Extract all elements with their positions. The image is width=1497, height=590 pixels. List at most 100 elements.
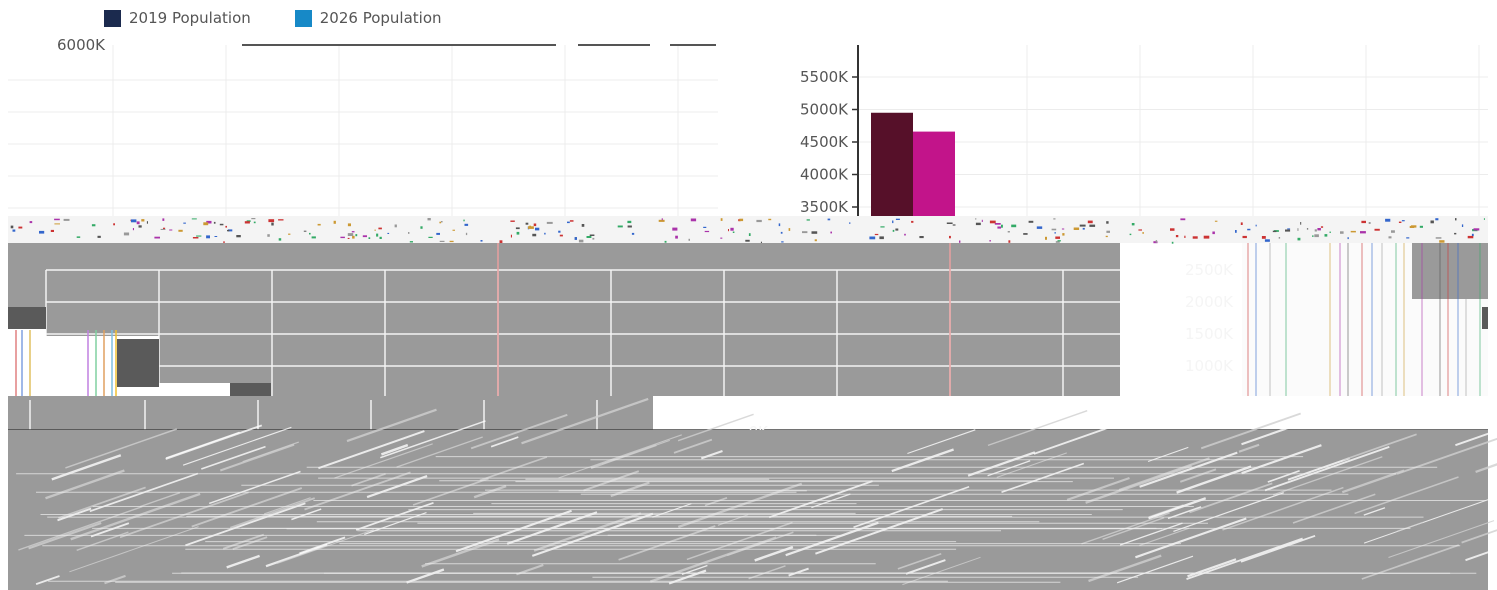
artifact-speck xyxy=(12,229,16,232)
artifact-speck xyxy=(1008,240,1011,243)
garbled-label-stroke xyxy=(208,470,301,505)
y-tick-label: 5000K xyxy=(800,101,849,119)
artifact-speck xyxy=(1455,218,1457,221)
artifact-band xyxy=(8,216,1488,243)
artifact-speck xyxy=(1155,240,1158,243)
artifact-speck xyxy=(219,223,224,226)
artifact-speck xyxy=(814,239,817,242)
artifact-speck xyxy=(1105,235,1108,238)
artifact-speck xyxy=(515,227,520,230)
artifact-speck xyxy=(558,230,561,233)
artifact-speck xyxy=(1028,220,1034,223)
garbled-label-stroke xyxy=(230,497,315,529)
garbled-label-stroke xyxy=(533,512,642,552)
artifact-speck xyxy=(1180,218,1186,221)
artifact-speck xyxy=(728,229,729,232)
artifact-speck xyxy=(91,224,96,227)
garbled-label-stroke xyxy=(907,429,976,455)
artifact-speck xyxy=(1272,230,1277,233)
artifact-speck xyxy=(1142,232,1144,234)
bar-first xyxy=(871,112,913,216)
artifact-speck xyxy=(191,218,197,220)
artifact-speck xyxy=(436,232,440,235)
artifact-speck xyxy=(1242,235,1247,239)
garbled-label-stroke xyxy=(165,431,240,459)
artifact-speck xyxy=(54,223,60,225)
artifact-speck xyxy=(631,232,635,235)
garbled-label-stroke xyxy=(1200,412,1302,450)
artifact-speck xyxy=(704,230,710,233)
artifact-speck xyxy=(113,223,115,226)
artifact-speck xyxy=(213,221,216,224)
garbled-label-stroke xyxy=(768,480,873,519)
artifact-speck xyxy=(994,223,1001,225)
garbled-label-stroke xyxy=(406,568,445,584)
garbled-label-stroke xyxy=(1033,408,1161,455)
chart-legend: 2019 Population 2026 Population xyxy=(104,6,442,30)
artifact-speck xyxy=(959,240,961,243)
artifact-speck xyxy=(586,236,592,238)
artifact-speck xyxy=(244,221,250,224)
artifact-speck xyxy=(1138,229,1142,231)
artifact-speck xyxy=(1212,231,1215,235)
artifact-speck xyxy=(781,241,784,243)
garbled-label-stroke xyxy=(1119,522,1183,546)
artifact-speck xyxy=(268,219,275,223)
artifact-speck xyxy=(904,233,906,236)
artifact-speck xyxy=(1129,233,1132,236)
artifact-speck xyxy=(532,233,537,237)
artifact-speck xyxy=(378,227,382,230)
garbled-label-stroke xyxy=(182,426,292,466)
garbled-label-stroke xyxy=(490,436,519,448)
artifact-speck xyxy=(1374,228,1380,231)
artifact-speck xyxy=(439,221,442,224)
artifact-speck xyxy=(1324,234,1328,237)
artifact-speck xyxy=(516,231,520,235)
garbled-label-stroke xyxy=(191,487,303,528)
artifact-speck xyxy=(408,232,410,234)
artifact-speck xyxy=(1054,232,1056,234)
garbled-label-stroke xyxy=(334,443,433,479)
garbled-label-stroke xyxy=(905,559,946,575)
artifact-speck xyxy=(1240,222,1243,225)
artifact-speck xyxy=(303,230,307,232)
garbled-label-stroke xyxy=(318,430,425,470)
legend-item-2026[interactable]: 2026 Population xyxy=(294,9,442,27)
legend-item-2019[interactable]: 2019 Population xyxy=(104,9,251,27)
artifact-speck xyxy=(975,222,981,226)
artifact-speck xyxy=(1385,218,1391,222)
left-chart-panel: 6000K xyxy=(8,36,718,216)
garbled-label-stroke xyxy=(1240,534,1316,563)
artifact-speck xyxy=(1278,237,1281,239)
artifact-speck xyxy=(1391,230,1395,233)
artifact-speck xyxy=(1007,231,1010,233)
artifact-speck xyxy=(581,224,585,227)
artifact-speck xyxy=(811,231,818,234)
artifact-speck xyxy=(1406,237,1410,239)
artifact-speck xyxy=(1057,240,1061,242)
garbled-label-stroke xyxy=(470,413,568,450)
artifact-speck xyxy=(535,227,540,231)
artifact-speck xyxy=(756,219,762,223)
artifact-speck xyxy=(1419,225,1423,228)
artifact-speck xyxy=(452,229,455,231)
artifact-speck xyxy=(592,237,595,240)
artifact-speck xyxy=(463,219,465,222)
dark-bar-fragment xyxy=(8,307,46,329)
garbled-label-stroke xyxy=(1176,465,1252,494)
artifact-speck xyxy=(975,218,977,220)
artifact-speck xyxy=(1055,236,1060,239)
artifact-speck xyxy=(533,223,537,227)
garbled-label-stroke xyxy=(1085,464,1192,504)
artifact-speck xyxy=(1001,224,1003,228)
lower-left-chart-panel xyxy=(8,243,1488,431)
artifact-speck xyxy=(267,234,270,237)
artifact-speck xyxy=(1388,236,1392,239)
y-tick-label: 4000K xyxy=(800,166,849,184)
garbled-label-stroke xyxy=(165,424,263,460)
artifact-speck xyxy=(1317,228,1321,231)
artifact-speck xyxy=(427,218,431,221)
legend-swatch-2019 xyxy=(104,9,121,27)
artifact-speck xyxy=(376,233,379,237)
